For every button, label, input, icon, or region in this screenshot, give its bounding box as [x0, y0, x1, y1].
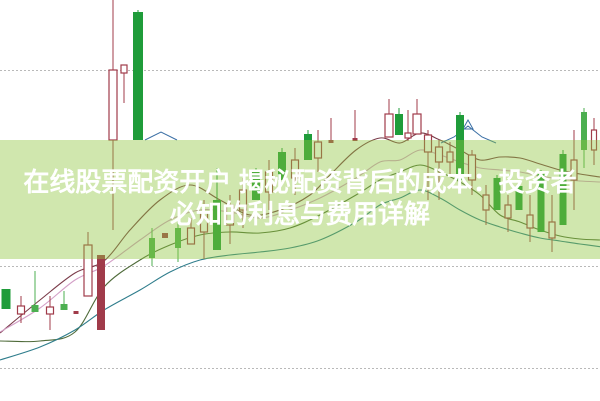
svg-text:必知的利息与费用详解: 必知的利息与费用详解 [170, 199, 430, 229]
svg-text:在线股票配资开户 揭秘配资背后的成本：投资者: 在线股票配资开户 揭秘配资背后的成本：投资者 [23, 167, 576, 197]
